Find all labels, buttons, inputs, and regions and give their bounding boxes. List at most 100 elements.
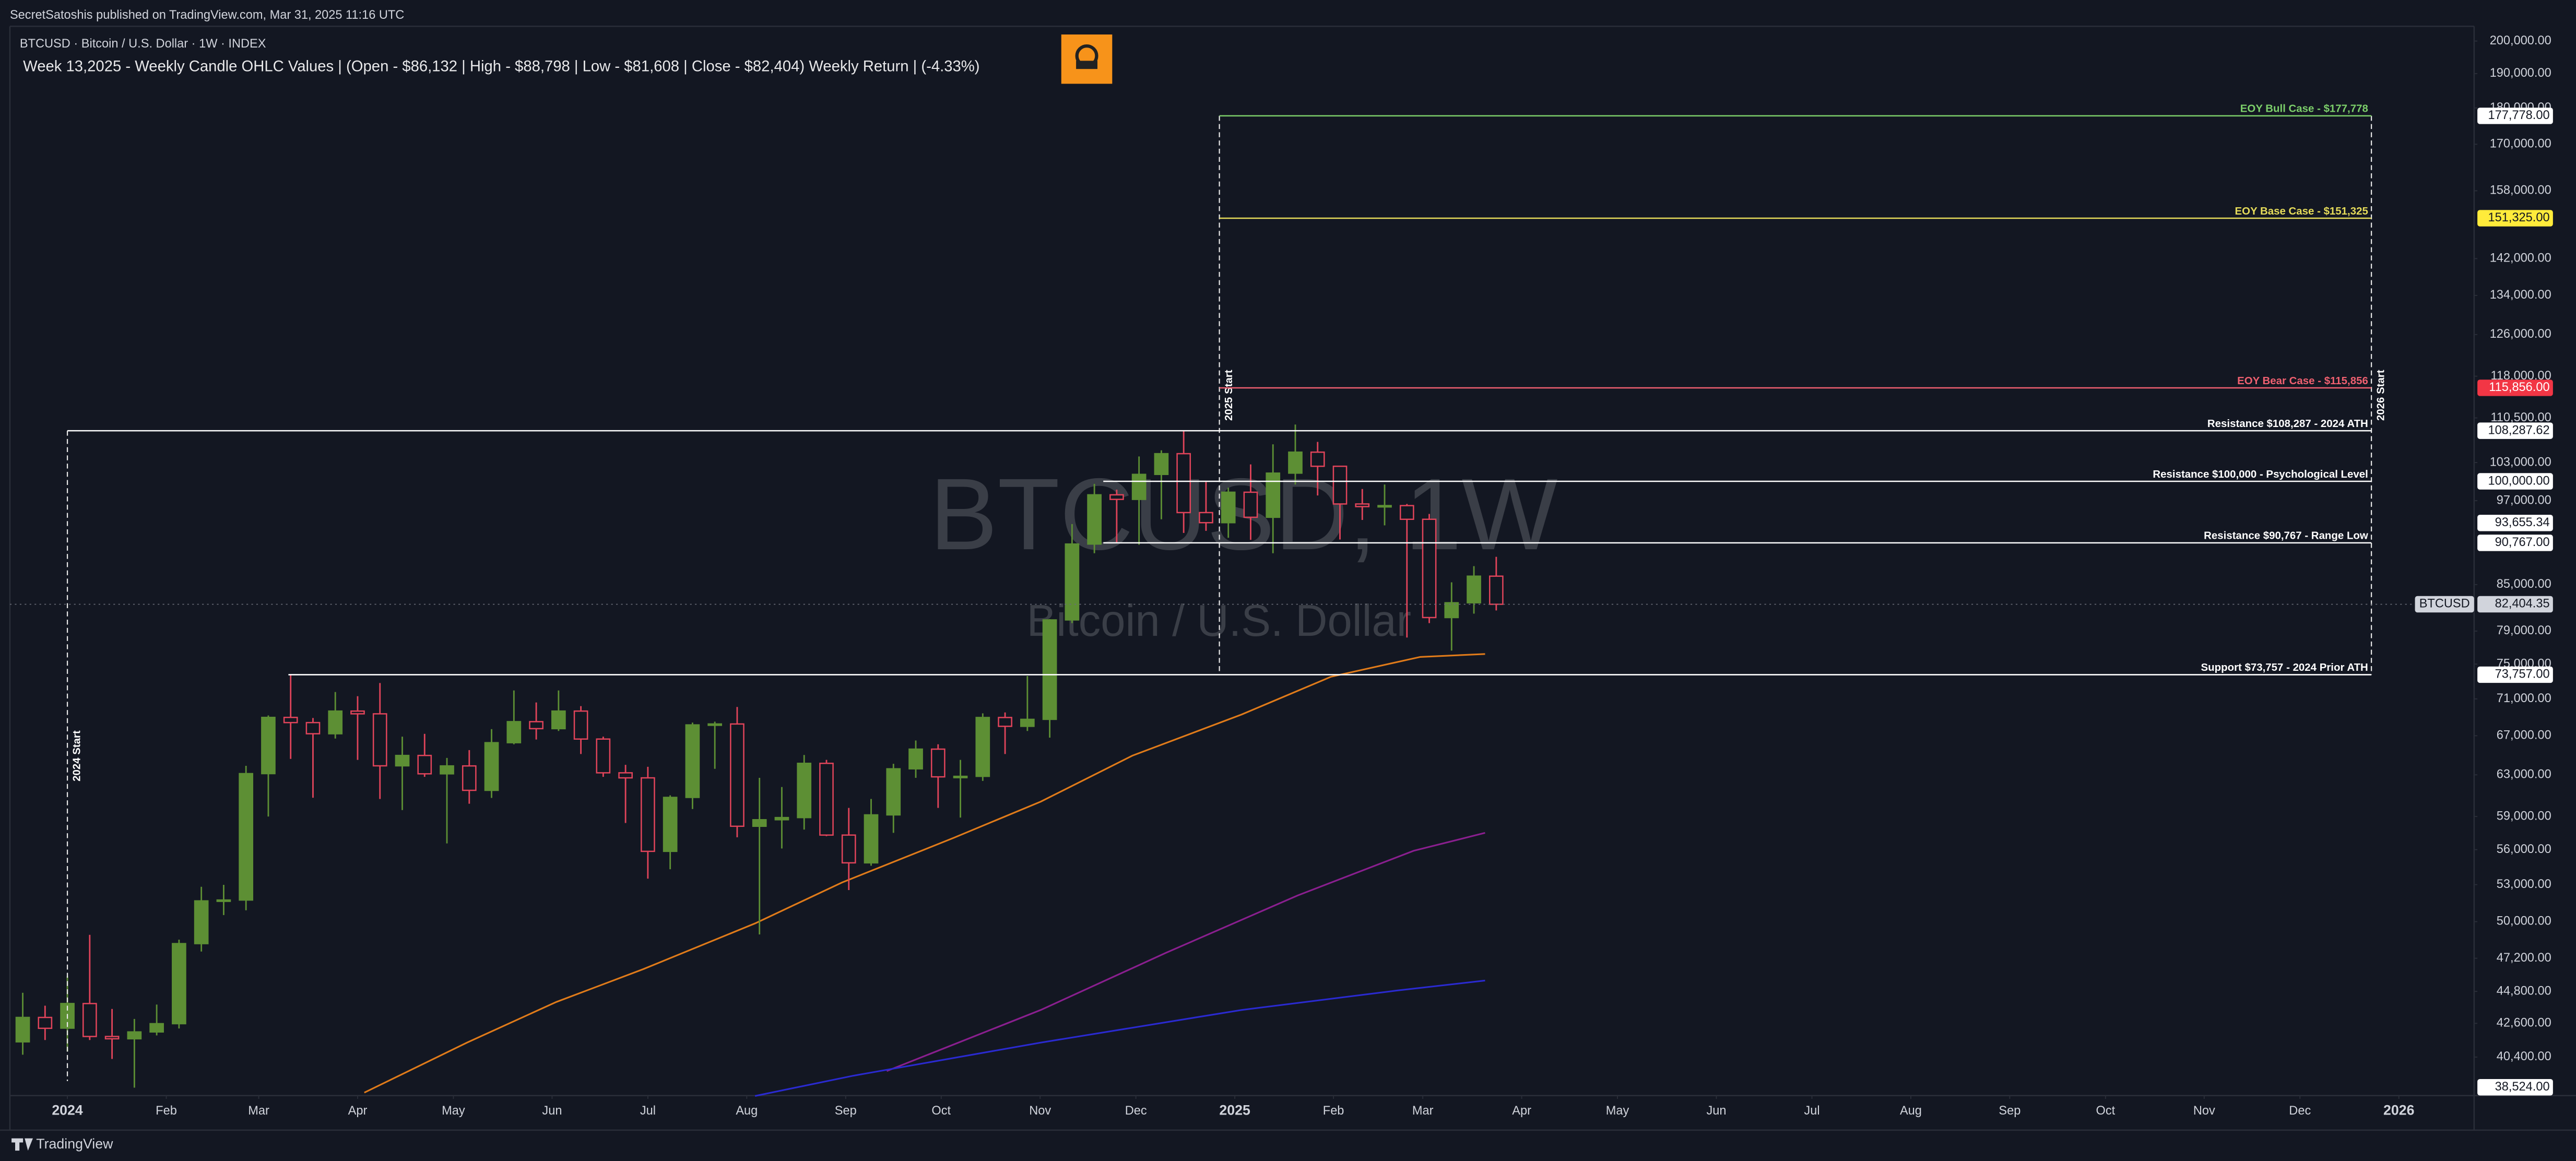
x-tick-label: Jun xyxy=(542,1104,562,1117)
candle-body xyxy=(1467,575,1481,603)
price-tag-label: 73,757.00 xyxy=(2495,667,2550,681)
candle-body xyxy=(663,797,678,852)
candle-body xyxy=(908,748,923,769)
candle-body xyxy=(1020,718,1035,727)
candle-body xyxy=(38,1016,53,1029)
y-tick-label: 200,000.00 xyxy=(2490,33,2551,47)
y-tick-label: 126,000.00 xyxy=(2490,327,2551,340)
y-tick-label: 44,800.00 xyxy=(2497,984,2551,997)
price-tag-label: 90,767.00 xyxy=(2495,535,2550,549)
y-tick-label: 79,000.00 xyxy=(2497,623,2551,637)
price-tag-label: 38,524.00 xyxy=(2495,1080,2550,1093)
candle-body xyxy=(1221,491,1236,524)
candle-body xyxy=(529,721,543,730)
candle-body xyxy=(1310,451,1325,467)
x-tick-label: Sep xyxy=(835,1104,857,1117)
price-tag xyxy=(2477,515,2553,531)
candle-body xyxy=(819,762,834,836)
candle-body xyxy=(104,1036,120,1040)
y-tick-label: 42,600.00 xyxy=(2497,1016,2551,1029)
candle-body xyxy=(685,724,700,798)
price-tag-label: 108,287.62 xyxy=(2488,423,2550,436)
candle-body xyxy=(1109,494,1124,500)
candle-body xyxy=(841,834,856,864)
price-tag-label: 115,856.00 xyxy=(2489,380,2549,394)
candle-body xyxy=(774,816,789,821)
candle-body xyxy=(149,1023,164,1033)
logo-icon xyxy=(1076,61,1097,69)
candle-body xyxy=(730,723,745,827)
x-tick-label: Aug xyxy=(736,1104,758,1117)
y-tick-label: 67,000.00 xyxy=(2497,728,2551,742)
moving-average xyxy=(754,979,1485,1097)
level-label: EOY Bull Case - $177,778 xyxy=(2240,103,2368,115)
y-tick-label: 170,000.00 xyxy=(2490,137,2551,150)
candle-body xyxy=(707,723,723,726)
level-label: EOY Base Case - $151,325 xyxy=(2235,205,2368,217)
y-tick-label: 56,000.00 xyxy=(2497,842,2551,856)
x-tick-label: 2025 xyxy=(1219,1103,1250,1118)
x-tick-label: Mar xyxy=(248,1104,269,1117)
x-tick-label: Jul xyxy=(640,1104,656,1117)
x-tick-label: Feb xyxy=(156,1104,177,1117)
price-tag xyxy=(2477,473,2553,490)
candle-body xyxy=(417,754,432,775)
candle-body xyxy=(1087,494,1102,545)
candle-body xyxy=(1042,619,1057,720)
price-tag xyxy=(2477,535,2553,551)
candle-body xyxy=(239,773,254,901)
price-tag xyxy=(2477,380,2553,396)
candle-body xyxy=(127,1031,142,1040)
candle-body xyxy=(216,899,231,902)
candle-body xyxy=(1332,465,1348,505)
x-tick-label: Apr xyxy=(1512,1104,1531,1117)
y-tick-label: 50,000.00 xyxy=(2497,914,2551,928)
candle-body xyxy=(395,754,410,767)
candle-body xyxy=(172,943,186,1025)
candle-body xyxy=(506,721,522,743)
price-tag xyxy=(2477,422,2553,439)
y-tick-label: 158,000.00 xyxy=(2490,183,2551,197)
candle-body xyxy=(797,762,812,819)
candle-body xyxy=(440,765,454,775)
candle-body xyxy=(953,775,968,778)
period-marker-label: 2026 Start xyxy=(2374,370,2386,421)
x-tick-label: Jul xyxy=(1804,1104,1819,1117)
price-tag-label: 100,000.00 xyxy=(2488,473,2550,487)
y-tick-label: 103,000.00 xyxy=(2490,455,2551,468)
x-tick-label: Mar xyxy=(1412,1104,1434,1117)
moving-average xyxy=(364,653,1485,1094)
logo xyxy=(1061,34,1113,84)
x-tick-label: Apr xyxy=(348,1104,368,1117)
symbol-tag-label: BTCUSD xyxy=(2419,597,2470,610)
y-tick-label: 190,000.00 xyxy=(2490,66,2551,79)
x-tick-label: Aug xyxy=(1900,1104,1922,1117)
candle-body xyxy=(82,1003,97,1037)
candle-body xyxy=(484,742,499,791)
y-tick-label: 59,000.00 xyxy=(2497,809,2551,822)
brand-logo xyxy=(11,1138,33,1151)
candle-body xyxy=(573,710,588,740)
candle-body xyxy=(864,814,879,864)
candle-body xyxy=(194,900,209,944)
x-tick-label: Nov xyxy=(1029,1104,1051,1117)
price-tag-label: 82,404.35 xyxy=(2495,597,2550,610)
candle-body xyxy=(886,768,901,816)
candle-body xyxy=(1176,453,1191,514)
y-tick-label: 47,200.00 xyxy=(2497,951,2551,964)
plot-area xyxy=(15,424,1504,1097)
x-tick-label: Dec xyxy=(2289,1104,2311,1117)
candle-body xyxy=(1131,473,1147,500)
candle-body xyxy=(305,721,321,734)
publisher: SecretSatoshis published on TradingView.… xyxy=(10,8,404,21)
candle-body xyxy=(1422,518,1437,619)
level-label: Resistance $108,287 - 2024 ATH xyxy=(2207,418,2368,430)
candle-body xyxy=(1065,543,1080,621)
candle-body xyxy=(283,717,298,724)
x-tick-label: 2024 xyxy=(52,1103,83,1118)
y-tick-label: 71,000.00 xyxy=(2497,691,2551,705)
level-label: Resistance $90,767 - Range Low xyxy=(2204,530,2368,542)
y-tick-label: 85,000.00 xyxy=(2497,577,2551,590)
